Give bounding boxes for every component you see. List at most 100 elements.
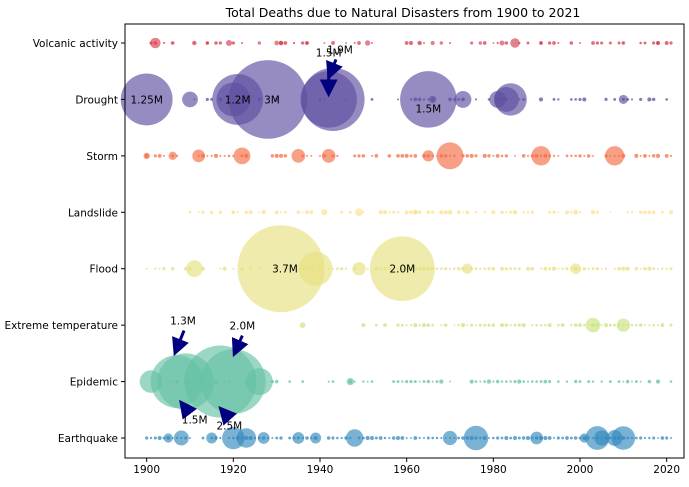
minor-point-epidemic [600,380,603,383]
minor-point-extreme-temperature [466,324,469,327]
minor-point-flood [509,267,513,271]
minor-point-landslide [261,210,266,215]
minor-point-extreme-temperature [460,323,466,328]
minor-point-extreme-temperature [531,324,534,327]
minor-point-extreme-temperature [638,323,643,327]
plot-frame [124,23,685,459]
minor-point-earthquake [569,436,573,440]
y-tick-label-extreme-temperature: Extreme temperature [4,320,118,332]
minor-point-volcanic-activity [639,41,642,45]
minor-point-storm [404,153,409,158]
minor-point-epidemic [522,380,525,383]
minor-point-earthquake [496,436,500,440]
minor-point-storm [639,154,642,157]
minor-point-extreme-temperature [374,323,378,327]
minor-point-landslide [283,210,287,214]
point-volcanic-activity-1902 [150,37,161,49]
minor-point-landslide [197,211,200,214]
minor-point-extreme-temperature [509,324,512,327]
minor-point-landslide [570,211,573,214]
minor-point-volcanic-activity [526,41,530,45]
minor-point-volcanic-activity [301,41,305,45]
annotation-arrow-10 [179,399,198,420]
minor-point-epidemic [557,380,560,383]
minor-point-earthquake [509,436,513,440]
minor-point-landslide [209,210,214,214]
point-earthquake-1970 [442,430,458,446]
minor-point-drought [665,98,669,101]
minor-point-epidemic [634,380,638,384]
minor-point-landslide [522,210,526,214]
minor-point-volcanic-activity [423,42,425,44]
point-flood-1959 [369,236,435,302]
minor-point-earthquake [378,436,383,440]
minor-point-storm [278,153,284,158]
minor-point-epidemic [431,380,434,383]
minor-point-storm [357,154,361,158]
point-flood-1939 [298,251,333,286]
point-volcanic-activity-1919 [225,39,233,47]
minor-point-flood [565,267,569,271]
minor-point-flood [525,266,531,271]
y-tick-label-epidemic: Epidemic [70,377,118,389]
minor-point-extreme-temperature [657,324,659,327]
minor-point-volcanic-activity [408,40,414,46]
minor-point-flood [539,267,543,270]
minor-point-epidemic [535,380,538,383]
minor-point-earthquake [418,436,421,440]
minor-point-landslide [348,210,352,214]
minor-point-flood [170,266,175,271]
minor-point-storm [465,154,470,158]
minor-point-extreme-temperature [405,324,408,327]
x-tick-label-2000: 2000 [567,464,594,476]
minor-point-earthquake [513,436,517,440]
point-storm-1900 [143,152,150,160]
minor-point-epidemic [587,380,591,384]
minor-point-extreme-temperature [570,323,573,327]
minor-point-landslide [396,210,400,214]
minor-point-landslide [609,211,612,214]
point-flood-1974 [462,263,473,274]
minor-point-drought [370,98,374,101]
point-volcanic-activity-1931 [278,40,284,46]
minor-point-volcanic-activity [218,41,222,45]
minor-point-epidemic [413,380,417,384]
minor-point-flood [643,266,647,271]
minor-point-extreme-temperature [583,323,586,327]
minor-point-flood [479,267,482,270]
minor-point-earthquake [279,436,283,440]
minor-point-extreme-temperature [487,323,491,327]
point-storm-1935 [291,149,306,163]
point-landslide-1920 [231,210,236,215]
minor-point-storm [413,154,418,158]
point-drought-1943 [301,67,365,132]
minor-point-extreme-temperature [500,323,504,328]
minor-point-drought [647,97,652,102]
minor-point-epidemic [617,380,621,383]
minor-point-storm [492,154,495,157]
minor-point-epidemic [439,379,444,384]
minor-point-epidemic [288,380,291,383]
minor-point-epidemic [631,380,633,383]
minor-point-storm [578,154,582,158]
x-tick-label-2020: 2020 [653,464,680,476]
annotation-label-11: 2.5M [216,421,242,433]
annotation-label-7: 2.0M [389,264,415,276]
point-volcanic-activity-1991 [538,40,544,46]
minor-point-extreme-temperature [418,323,421,327]
y-tick-label-landslide: Landslide [68,207,118,219]
minor-point-earthquake [405,437,408,439]
minor-point-landslide [301,211,304,214]
minor-point-landslide [639,210,643,214]
point-flood-1931 [237,225,325,313]
minor-point-volcanic-activity [608,41,612,45]
minor-point-drought [557,98,560,101]
point-earthquake-1915 [206,432,218,444]
minor-point-landslide [274,210,279,215]
minor-point-storm [318,154,322,157]
point-volcanic-activity-1926 [257,41,262,45]
minor-point-landslide [557,211,560,214]
minor-point-storm [400,153,405,158]
minor-point-storm [206,154,209,157]
minor-point-earthquake [543,435,548,441]
